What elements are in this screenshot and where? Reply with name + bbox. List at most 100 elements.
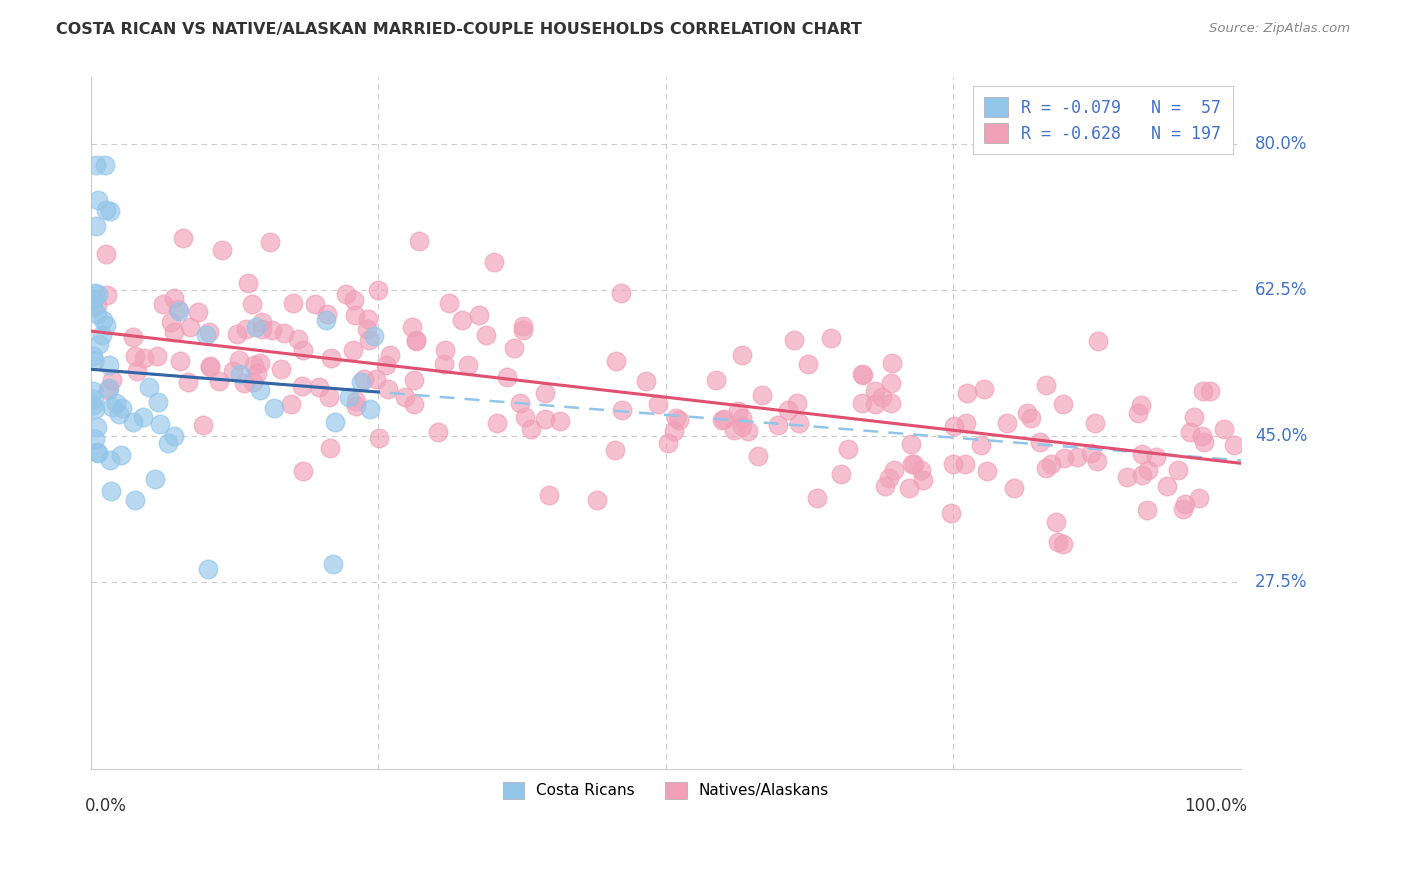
- Point: [110, 449, 132, 463]
- Point: [262, 323, 284, 337]
- Point: [976, 464, 998, 478]
- Point: [727, 404, 749, 418]
- Point: [325, 415, 347, 429]
- Point: [359, 401, 381, 416]
- Point: [101, 401, 124, 415]
- Point: [402, 374, 425, 388]
- Point: [94, 202, 117, 217]
- Point: [730, 348, 752, 362]
- Point: [143, 472, 166, 486]
- Point: [484, 255, 506, 269]
- Point: [235, 322, 257, 336]
- Point: [955, 416, 977, 430]
- Point: [356, 322, 378, 336]
- Point: [97, 384, 120, 398]
- Point: [911, 473, 934, 487]
- Point: [100, 483, 122, 498]
- Point: [111, 401, 134, 416]
- Point: [84, 401, 107, 416]
- Point: [86, 306, 108, 320]
- Point: [318, 441, 340, 455]
- Point: [124, 349, 146, 363]
- Point: [665, 410, 688, 425]
- Point: [357, 333, 380, 347]
- Point: [1084, 416, 1107, 430]
- Point: [1144, 450, 1167, 465]
- Point: [898, 482, 921, 496]
- Point: [1002, 481, 1025, 495]
- Text: 80.0%: 80.0%: [1256, 135, 1308, 153]
- Point: [87, 287, 110, 301]
- Point: [634, 374, 657, 388]
- Point: [163, 325, 186, 339]
- Point: [96, 288, 118, 302]
- Point: [973, 382, 995, 396]
- Point: [851, 396, 873, 410]
- Point: [344, 394, 367, 409]
- Point: [405, 333, 427, 347]
- Point: [953, 458, 976, 472]
- Point: [344, 308, 367, 322]
- Point: [657, 436, 679, 450]
- Point: [263, 401, 285, 416]
- Point: [1035, 461, 1057, 475]
- Point: [880, 396, 903, 410]
- Point: [82, 300, 104, 314]
- Point: [363, 329, 385, 343]
- Point: [995, 416, 1018, 430]
- Point: [605, 354, 627, 368]
- Point: [357, 312, 380, 326]
- Point: [427, 425, 450, 440]
- Point: [1087, 334, 1109, 348]
- Point: [195, 328, 218, 343]
- Point: [84, 432, 107, 446]
- Point: [405, 334, 427, 348]
- Point: [782, 333, 804, 347]
- Point: [713, 412, 735, 426]
- Point: [94, 318, 117, 332]
- Point: [1223, 437, 1246, 451]
- Point: [1019, 410, 1042, 425]
- Point: [837, 442, 859, 456]
- Point: [186, 305, 208, 319]
- Point: [706, 373, 728, 387]
- Point: [1039, 458, 1062, 472]
- Point: [243, 358, 266, 372]
- Point: [534, 412, 557, 426]
- Text: 0.0%: 0.0%: [84, 797, 127, 814]
- Point: [1212, 422, 1234, 436]
- Point: [93, 158, 115, 172]
- Point: [942, 457, 965, 471]
- Point: [86, 445, 108, 459]
- Point: [378, 347, 401, 361]
- Point: [98, 452, 121, 467]
- Point: [270, 362, 292, 376]
- Point: [433, 357, 456, 371]
- Point: [249, 356, 271, 370]
- Point: [225, 327, 247, 342]
- Point: [375, 358, 398, 372]
- Point: [778, 402, 800, 417]
- Text: Source: ZipAtlas.com: Source: ZipAtlas.com: [1209, 22, 1350, 36]
- Point: [82, 399, 104, 413]
- Point: [242, 296, 264, 310]
- Point: [851, 367, 873, 381]
- Point: [319, 351, 342, 365]
- Point: [404, 397, 426, 411]
- Point: [394, 390, 416, 404]
- Point: [83, 392, 105, 406]
- Point: [259, 235, 281, 249]
- Point: [273, 326, 295, 340]
- Point: [1198, 384, 1220, 398]
- Point: [349, 375, 371, 389]
- Point: [252, 315, 274, 329]
- Point: [291, 378, 314, 392]
- Point: [83, 292, 105, 306]
- Point: [252, 322, 274, 336]
- Point: [131, 410, 153, 425]
- Point: [1171, 501, 1194, 516]
- Point: [509, 396, 531, 410]
- Point: [747, 449, 769, 463]
- Point: [87, 337, 110, 351]
- Point: [246, 366, 269, 380]
